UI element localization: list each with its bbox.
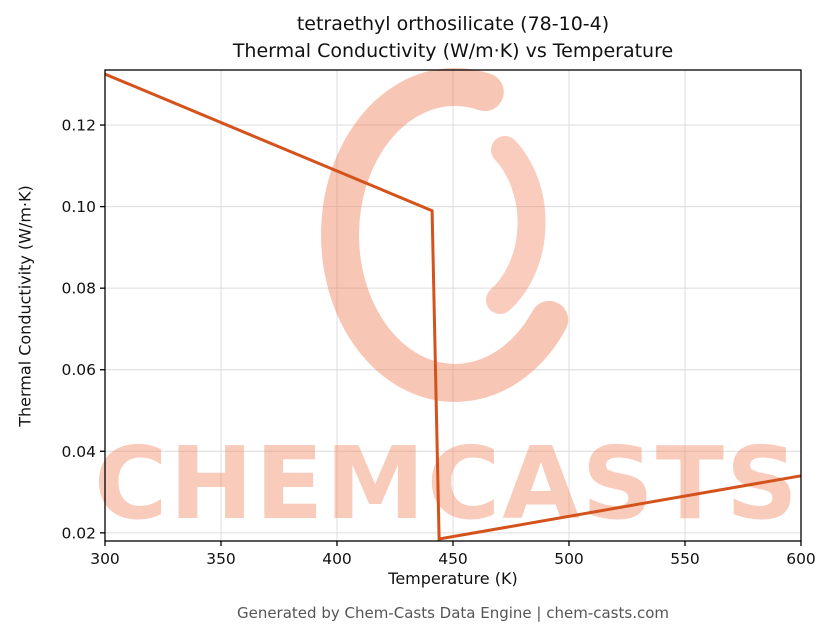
chemcasts-logo-icon <box>321 67 569 402</box>
y-tick-label: 0.06 <box>61 361 96 379</box>
x-tick-label: 500 <box>554 550 584 568</box>
grid-layer <box>104 70 802 541</box>
x-tick-label: 400 <box>322 550 352 568</box>
footer-text: Generated by Chem-Casts Data Engine | ch… <box>236 604 670 622</box>
y-axis-label: Thermal Conductivity (W/m·K) <box>15 185 35 427</box>
y-tick-label: 0.04 <box>61 443 96 461</box>
tick-layer <box>100 124 802 546</box>
y-tick-label: 0.10 <box>61 198 96 216</box>
x-axis-label: Temperature (K) <box>388 569 518 588</box>
chart-title-line2: Thermal Conductivity (W/m·K) vs Temperat… <box>232 40 674 62</box>
series-layer <box>104 72 802 541</box>
x-tick-label: 550 <box>670 550 700 568</box>
x-tick-label: 600 <box>786 550 816 568</box>
chemcasts-logo-tail-icon <box>486 136 546 314</box>
watermark-layer: CHEMCASTS <box>94 67 800 542</box>
watermark-text: CHEMCASTS <box>94 425 800 542</box>
series-line-thermal_conductivity <box>104 72 802 541</box>
y-tick-label: 0.08 <box>61 280 96 298</box>
x-tick-label: 350 <box>206 550 236 568</box>
x-tick-label: 300 <box>90 550 120 568</box>
ticklabel-layer: 300 350 400 450 500 550 600 0.02 0.04 0.06 0.08 0.1… <box>61 117 815 568</box>
chart-title-line1: tetraethyl orthosilicate (78-10-4) <box>296 13 610 35</box>
y-tick-label: 0.12 <box>61 117 96 135</box>
y-tick-label: 0.02 <box>61 524 96 542</box>
x-tick-label: 450 <box>438 550 468 568</box>
